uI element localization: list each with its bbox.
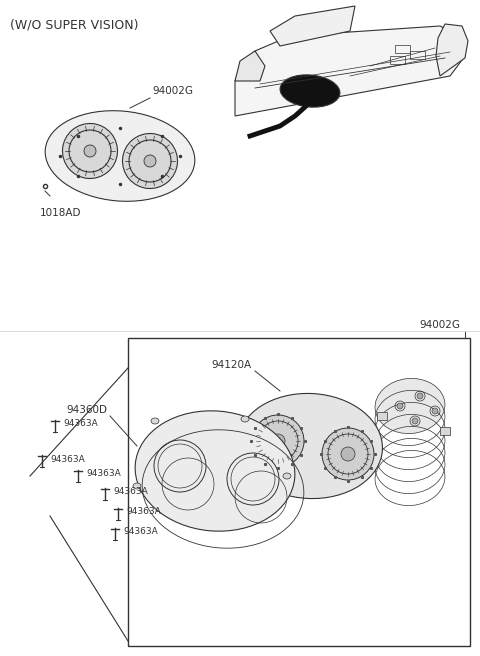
Bar <box>128 338 470 646</box>
Ellipse shape <box>122 134 178 188</box>
Text: 94363A: 94363A <box>50 455 85 464</box>
Polygon shape <box>270 6 355 46</box>
Ellipse shape <box>322 428 374 480</box>
Polygon shape <box>235 26 465 116</box>
Text: 94363A: 94363A <box>86 470 121 478</box>
Text: 94363A: 94363A <box>63 419 98 428</box>
Text: 94363A: 94363A <box>113 487 148 497</box>
Ellipse shape <box>341 447 355 461</box>
Ellipse shape <box>417 393 423 399</box>
Text: 94120A: 94120A <box>212 360 252 370</box>
Bar <box>410 51 425 59</box>
Ellipse shape <box>45 111 195 201</box>
Ellipse shape <box>151 418 159 424</box>
Ellipse shape <box>84 145 96 157</box>
Ellipse shape <box>283 473 291 479</box>
Text: 94002G: 94002G <box>152 86 193 96</box>
Ellipse shape <box>412 418 418 424</box>
Text: 94363A: 94363A <box>126 508 161 516</box>
Bar <box>395 45 410 53</box>
Bar <box>440 427 450 435</box>
Ellipse shape <box>62 123 118 178</box>
Text: 94363A: 94363A <box>123 527 158 537</box>
Bar <box>390 56 405 64</box>
Bar <box>377 412 387 420</box>
Ellipse shape <box>375 379 445 434</box>
Ellipse shape <box>144 155 156 167</box>
Ellipse shape <box>135 411 295 531</box>
Text: 1018AD: 1018AD <box>40 208 82 218</box>
Text: 94002G: 94002G <box>419 320 460 330</box>
Polygon shape <box>235 51 265 81</box>
Ellipse shape <box>280 75 340 107</box>
Ellipse shape <box>432 408 438 414</box>
Text: (W/O SUPER VISION): (W/O SUPER VISION) <box>10 18 139 31</box>
Ellipse shape <box>133 483 141 489</box>
Ellipse shape <box>238 394 383 499</box>
Ellipse shape <box>271 434 285 448</box>
Ellipse shape <box>397 403 403 409</box>
Ellipse shape <box>252 415 304 467</box>
Text: 94360D: 94360D <box>66 405 107 415</box>
Polygon shape <box>436 24 468 76</box>
Ellipse shape <box>241 416 249 422</box>
